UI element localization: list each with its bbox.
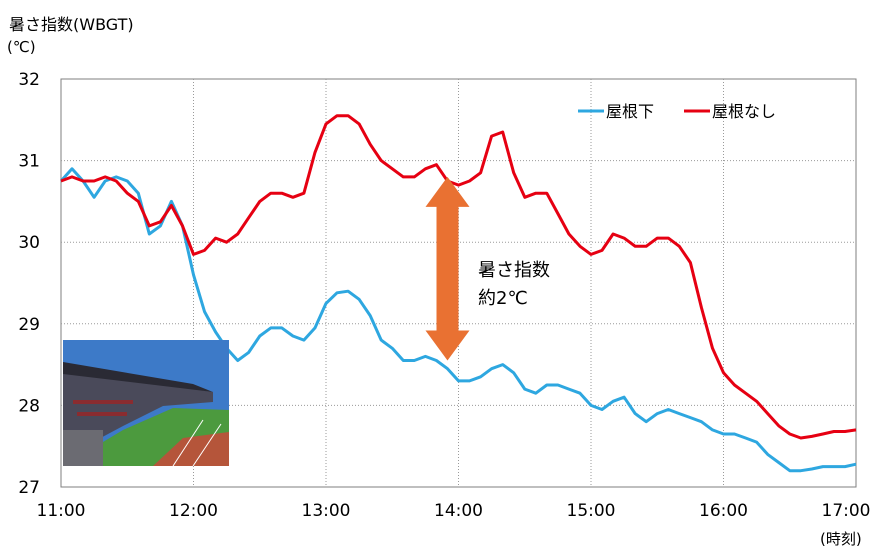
y-tick-label: 29 [18, 315, 40, 335]
x-tick-label: 14:00 [434, 501, 483, 521]
x-tick-labels: 11:00 12:00 13:00 14:00 15:00 16:00 17:00 [37, 501, 871, 521]
annotation-line-1: 暑さ指数 [478, 260, 550, 281]
y-tick-label: 32 [18, 70, 40, 90]
series-line-roof-under [59, 167, 857, 473]
annotation-line-2: 約2℃ [478, 288, 528, 309]
x-tick-label: 15:00 [567, 501, 616, 521]
x-tick-label: 16:00 [699, 501, 748, 521]
y-axis-unit: (℃) [7, 38, 36, 56]
series-line-no-roof [60, 114, 857, 440]
stadium-photo [63, 340, 229, 466]
x-tick-label: 17:00 [822, 501, 871, 521]
legend: 屋根下 屋根なし [578, 102, 776, 121]
y-tick-label: 27 [18, 478, 40, 498]
difference-arrow [425, 176, 470, 361]
y-tick-label: 28 [18, 396, 40, 416]
x-axis-unit: (時刻) [820, 530, 862, 548]
x-tick-label: 11:00 [37, 501, 86, 521]
y-tick-label: 30 [18, 233, 40, 253]
legend-label-roof-under: 屋根下 [606, 102, 654, 121]
x-tick-label: 12:00 [169, 501, 218, 521]
x-tick-label: 13:00 [302, 501, 351, 521]
y-tick-labels: 27 28 29 30 31 32 [18, 70, 40, 498]
y-tick-label: 31 [18, 152, 40, 172]
legend-label-no-roof: 屋根なし [712, 102, 776, 121]
y-axis-label: 暑さ指数(WBGT) [9, 15, 134, 34]
